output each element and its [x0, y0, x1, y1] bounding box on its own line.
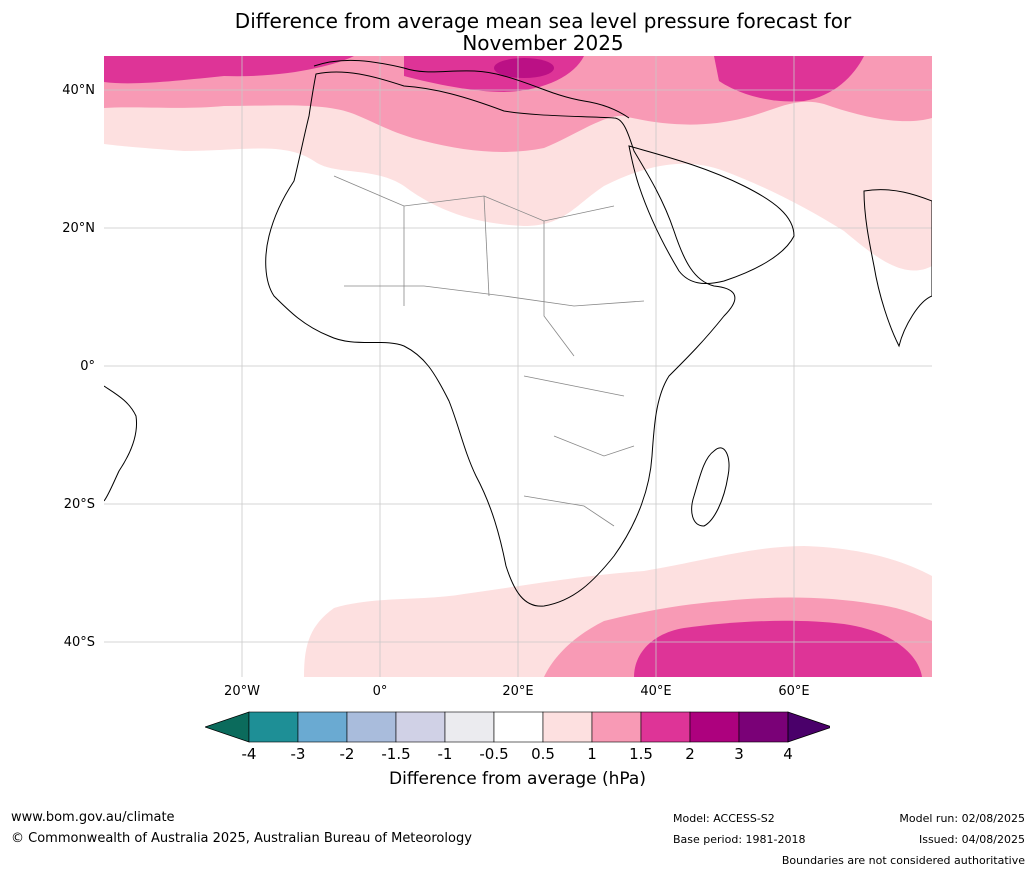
- colorbar-tick-label: -1.5: [381, 745, 411, 763]
- colorbar-segment: [395, 711, 446, 743]
- colorbar: [205, 711, 830, 743]
- colorbar-extend-high: [787, 711, 830, 743]
- north-band-2: [494, 58, 554, 78]
- lon-label-60e: 60°E: [778, 684, 810, 699]
- pressure-anomaly-map: [104, 56, 932, 677]
- graticule: [104, 56, 932, 677]
- colorbar-segment: [640, 711, 691, 743]
- colorbar-tick-label: -3: [290, 745, 306, 763]
- arabian-peninsula: [628, 145, 795, 284]
- colorbar-tick-label: -1: [437, 745, 453, 763]
- footer-issued: Issued: 04/08/2025: [918, 833, 1025, 846]
- colorbar-extend-low: [205, 711, 250, 743]
- lon-label-40e: 40°E: [640, 684, 672, 699]
- south-band-1.5: [634, 620, 922, 677]
- colorbar-segment: [444, 711, 495, 743]
- north-band-1.5a: [104, 56, 354, 84]
- title-line-1: Difference from average mean sea level p…: [234, 9, 852, 33]
- footer-disclaimer: Boundaries are not considered authoritat…: [781, 854, 1025, 867]
- colorbar-segment: [248, 711, 299, 743]
- colorbar-tick-label: 1: [587, 745, 597, 763]
- chart-title: Difference from average mean sea level p…: [0, 10, 1035, 54]
- colorbar-segment: [493, 711, 544, 743]
- south-america-edge: [104, 385, 138, 502]
- colorbar-segment: [297, 711, 348, 743]
- colorbar-label: Difference from average (hPa): [389, 769, 646, 789]
- colorbar-segment: [346, 711, 397, 743]
- footer-model-run: Model run: 02/08/2025: [899, 812, 1025, 825]
- footer-model: Model: ACCESS-S2: [673, 812, 775, 825]
- africa-coastline: [265, 71, 736, 607]
- colorbar-segment: [591, 711, 642, 743]
- lat-label-20n: 20°N: [62, 221, 95, 236]
- madagascar: [691, 447, 730, 527]
- title-line-2: November 2025: [462, 31, 624, 55]
- colorbar-tick-label: 3: [734, 745, 744, 763]
- colorbar-segment: [738, 711, 789, 743]
- lat-label-40s: 40°S: [63, 635, 95, 650]
- lat-label-40n: 40°N: [62, 83, 95, 98]
- colorbar-segment: [689, 711, 740, 743]
- lon-label-20e: 20°E: [502, 684, 534, 699]
- lat-label-0: 0°: [80, 359, 95, 374]
- colorbar-tick-label: 1.5: [629, 745, 653, 763]
- footer-base-period: Base period: 1981-2018: [673, 833, 806, 846]
- colorbar-segment: [542, 711, 593, 743]
- lon-label-0: 0°: [372, 684, 388, 699]
- colorbar-tick-label: 4: [783, 745, 793, 763]
- colorbar-tick-label: 0.5: [531, 745, 555, 763]
- colorbar-tick-label: -4: [241, 745, 257, 763]
- india: [863, 189, 932, 348]
- colorbar-tick-label: -2: [339, 745, 355, 763]
- europe-coast: [313, 59, 630, 119]
- colorbar-tick-label: -0.5: [479, 745, 509, 763]
- footer-url: www.bom.gov.au/climate: [11, 810, 175, 825]
- country-borders: [333, 175, 645, 527]
- lon-label-20w: 20°W: [224, 684, 260, 699]
- lat-label-20s: 20°S: [63, 497, 95, 512]
- colorbar-tick-label: 2: [685, 745, 695, 763]
- footer-copyright: © Commonwealth of Australia 2025, Austra…: [11, 831, 472, 846]
